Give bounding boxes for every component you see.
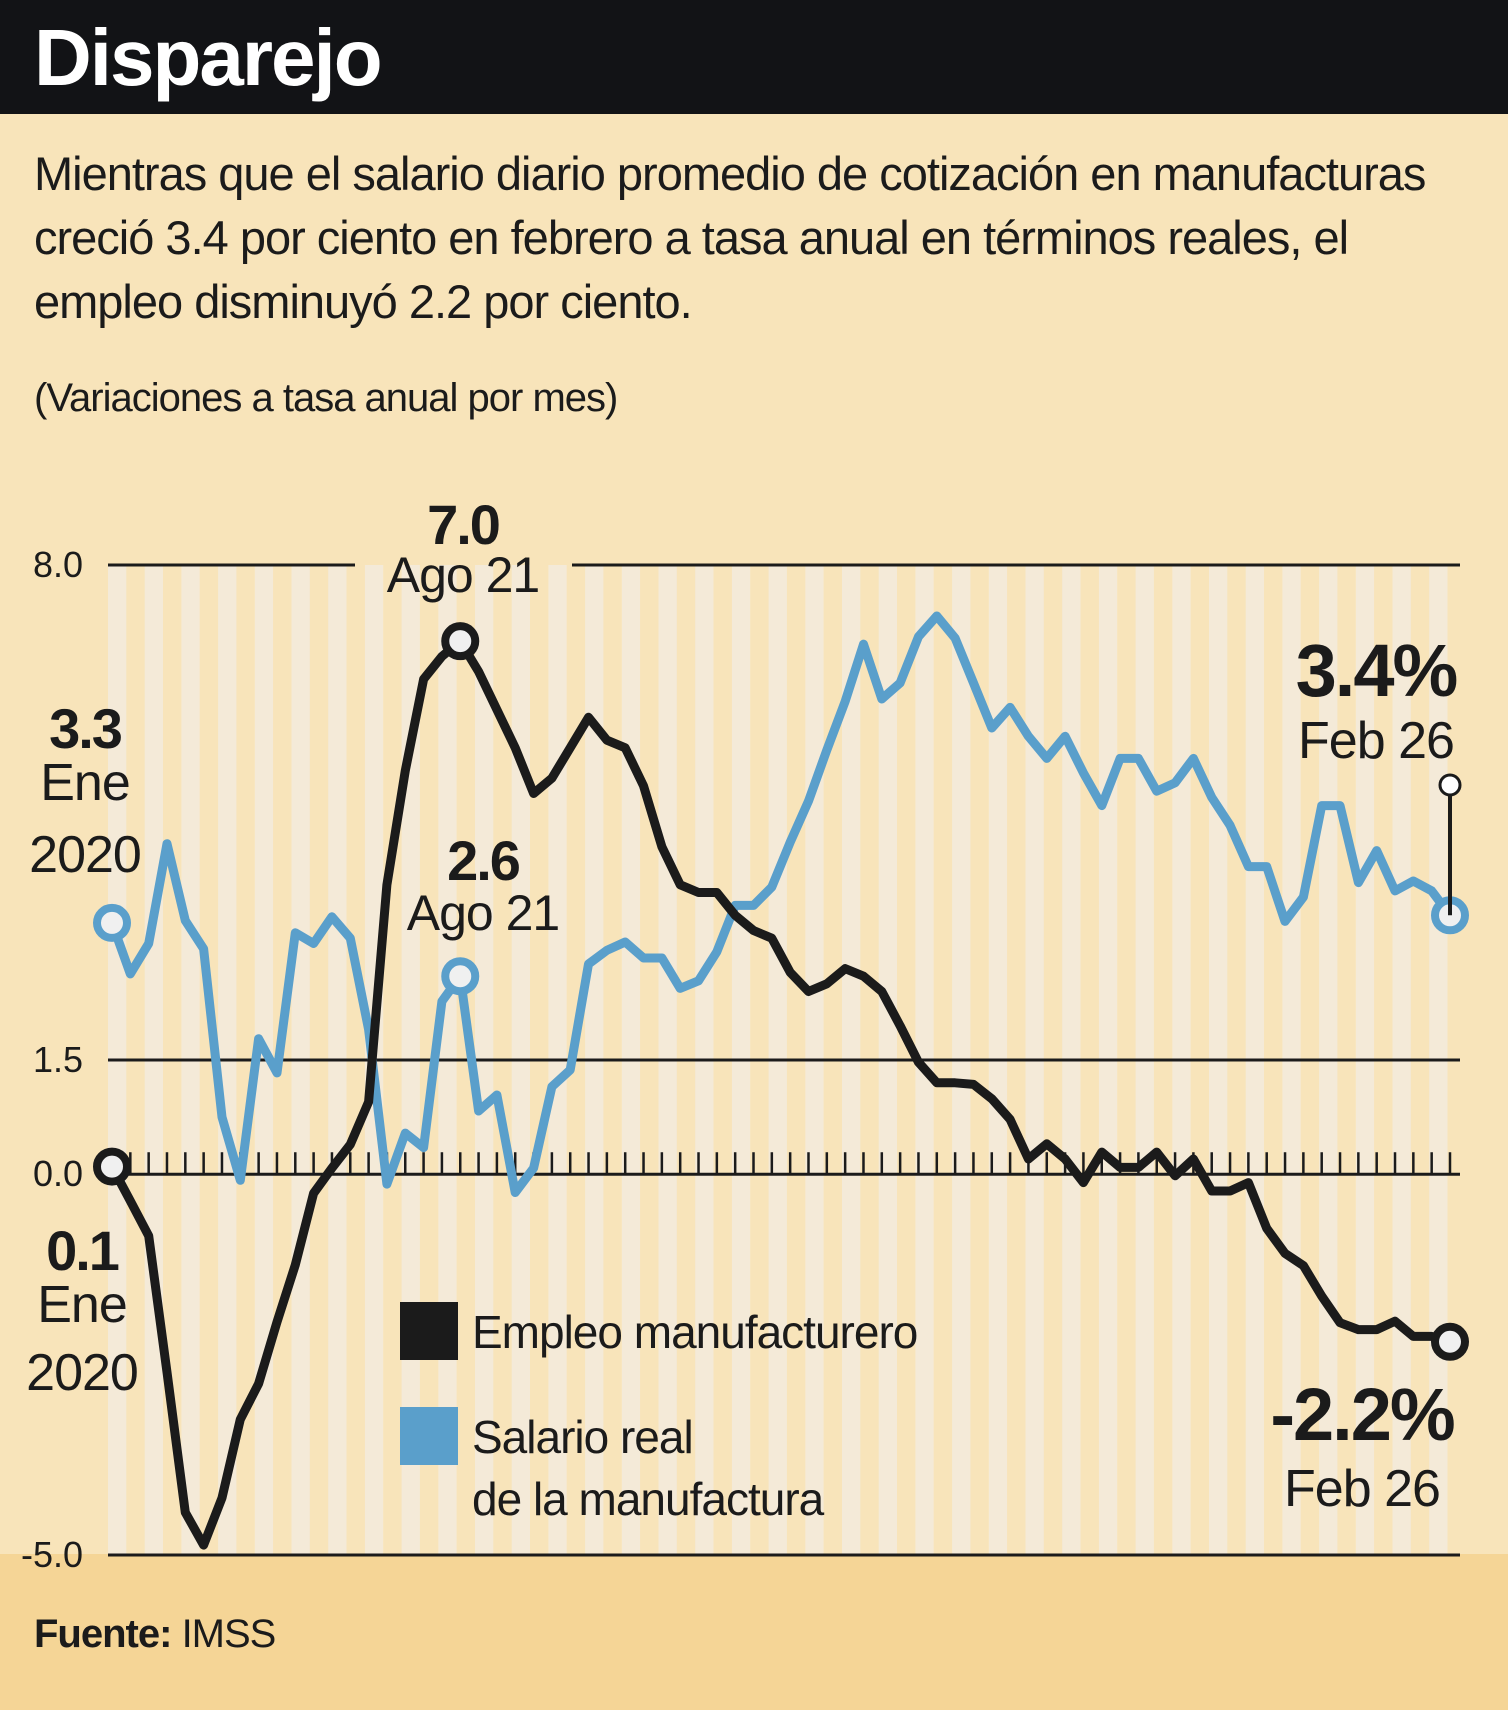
source-value: IMSS: [181, 1612, 277, 1656]
source-label: Fuente:: [34, 1612, 172, 1656]
y-tick-labels: 8.0 1.5 0.0 -5.0: [21, 544, 83, 1575]
series-line: [107, 636, 1455, 1550]
leader-dot: [1438, 773, 1462, 797]
highlight-marker: [1431, 1322, 1469, 1361]
legend-swatch: [400, 1302, 458, 1360]
y-tick-label: -5.0: [21, 1534, 83, 1575]
footer-band: [0, 1554, 1508, 1710]
annotation-date: 2020: [29, 826, 141, 884]
annotation-date: Ago 21: [387, 547, 539, 603]
annotation-date: Ago 21: [407, 885, 559, 941]
legend: Empleo manufacturero Salario real de la ma…: [400, 1302, 918, 1525]
legend-swatch: [400, 1407, 458, 1465]
highlight-marker: [441, 622, 480, 661]
annotation-value: 2.6: [447, 829, 520, 892]
highlight-marker: [441, 957, 480, 996]
chart-title: Disparejo: [34, 13, 383, 102]
annotation-value: -2.2%: [1270, 1373, 1454, 1456]
source-note: Fuente: IMSS: [34, 1612, 277, 1657]
annotation-date: Ene: [37, 1276, 127, 1334]
legend-label: de la manufactura: [472, 1473, 825, 1525]
series-line: [107, 611, 1455, 1197]
annotation-date: Feb 26: [1298, 712, 1454, 770]
x-tick-marks: [129, 1152, 1452, 1175]
annotation-value: 0.1: [46, 1219, 119, 1282]
annotation-value: 7.0: [427, 493, 499, 556]
y-tick-label: 8.0: [33, 544, 83, 585]
annotation-value: 3.3: [49, 697, 122, 760]
annotation-date: Ene: [40, 754, 130, 812]
series-lines: [107, 611, 1455, 1550]
header-bar: Disparejo: [0, 0, 1508, 114]
chart-subtitle: Mientras que el salario diario promedio …: [34, 147, 1426, 328]
y-tick-label: 0.0: [33, 1153, 83, 1194]
annotation-value: 3.4%: [1296, 629, 1457, 712]
highlight-marker: [93, 1147, 131, 1186]
y-tick-label: 1.5: [33, 1039, 83, 1080]
legend-label: Empleo manufacturero: [472, 1306, 917, 1358]
legend-label: Salario real: [472, 1411, 693, 1463]
gridlines: [108, 563, 1460, 1557]
highlight-marker: [93, 903, 131, 942]
annotation-date: 2020: [26, 1344, 138, 1402]
annotation-date: Feb 26: [1284, 1460, 1440, 1518]
units-note: (Variaciones a tasa anual por mes): [34, 376, 618, 420]
